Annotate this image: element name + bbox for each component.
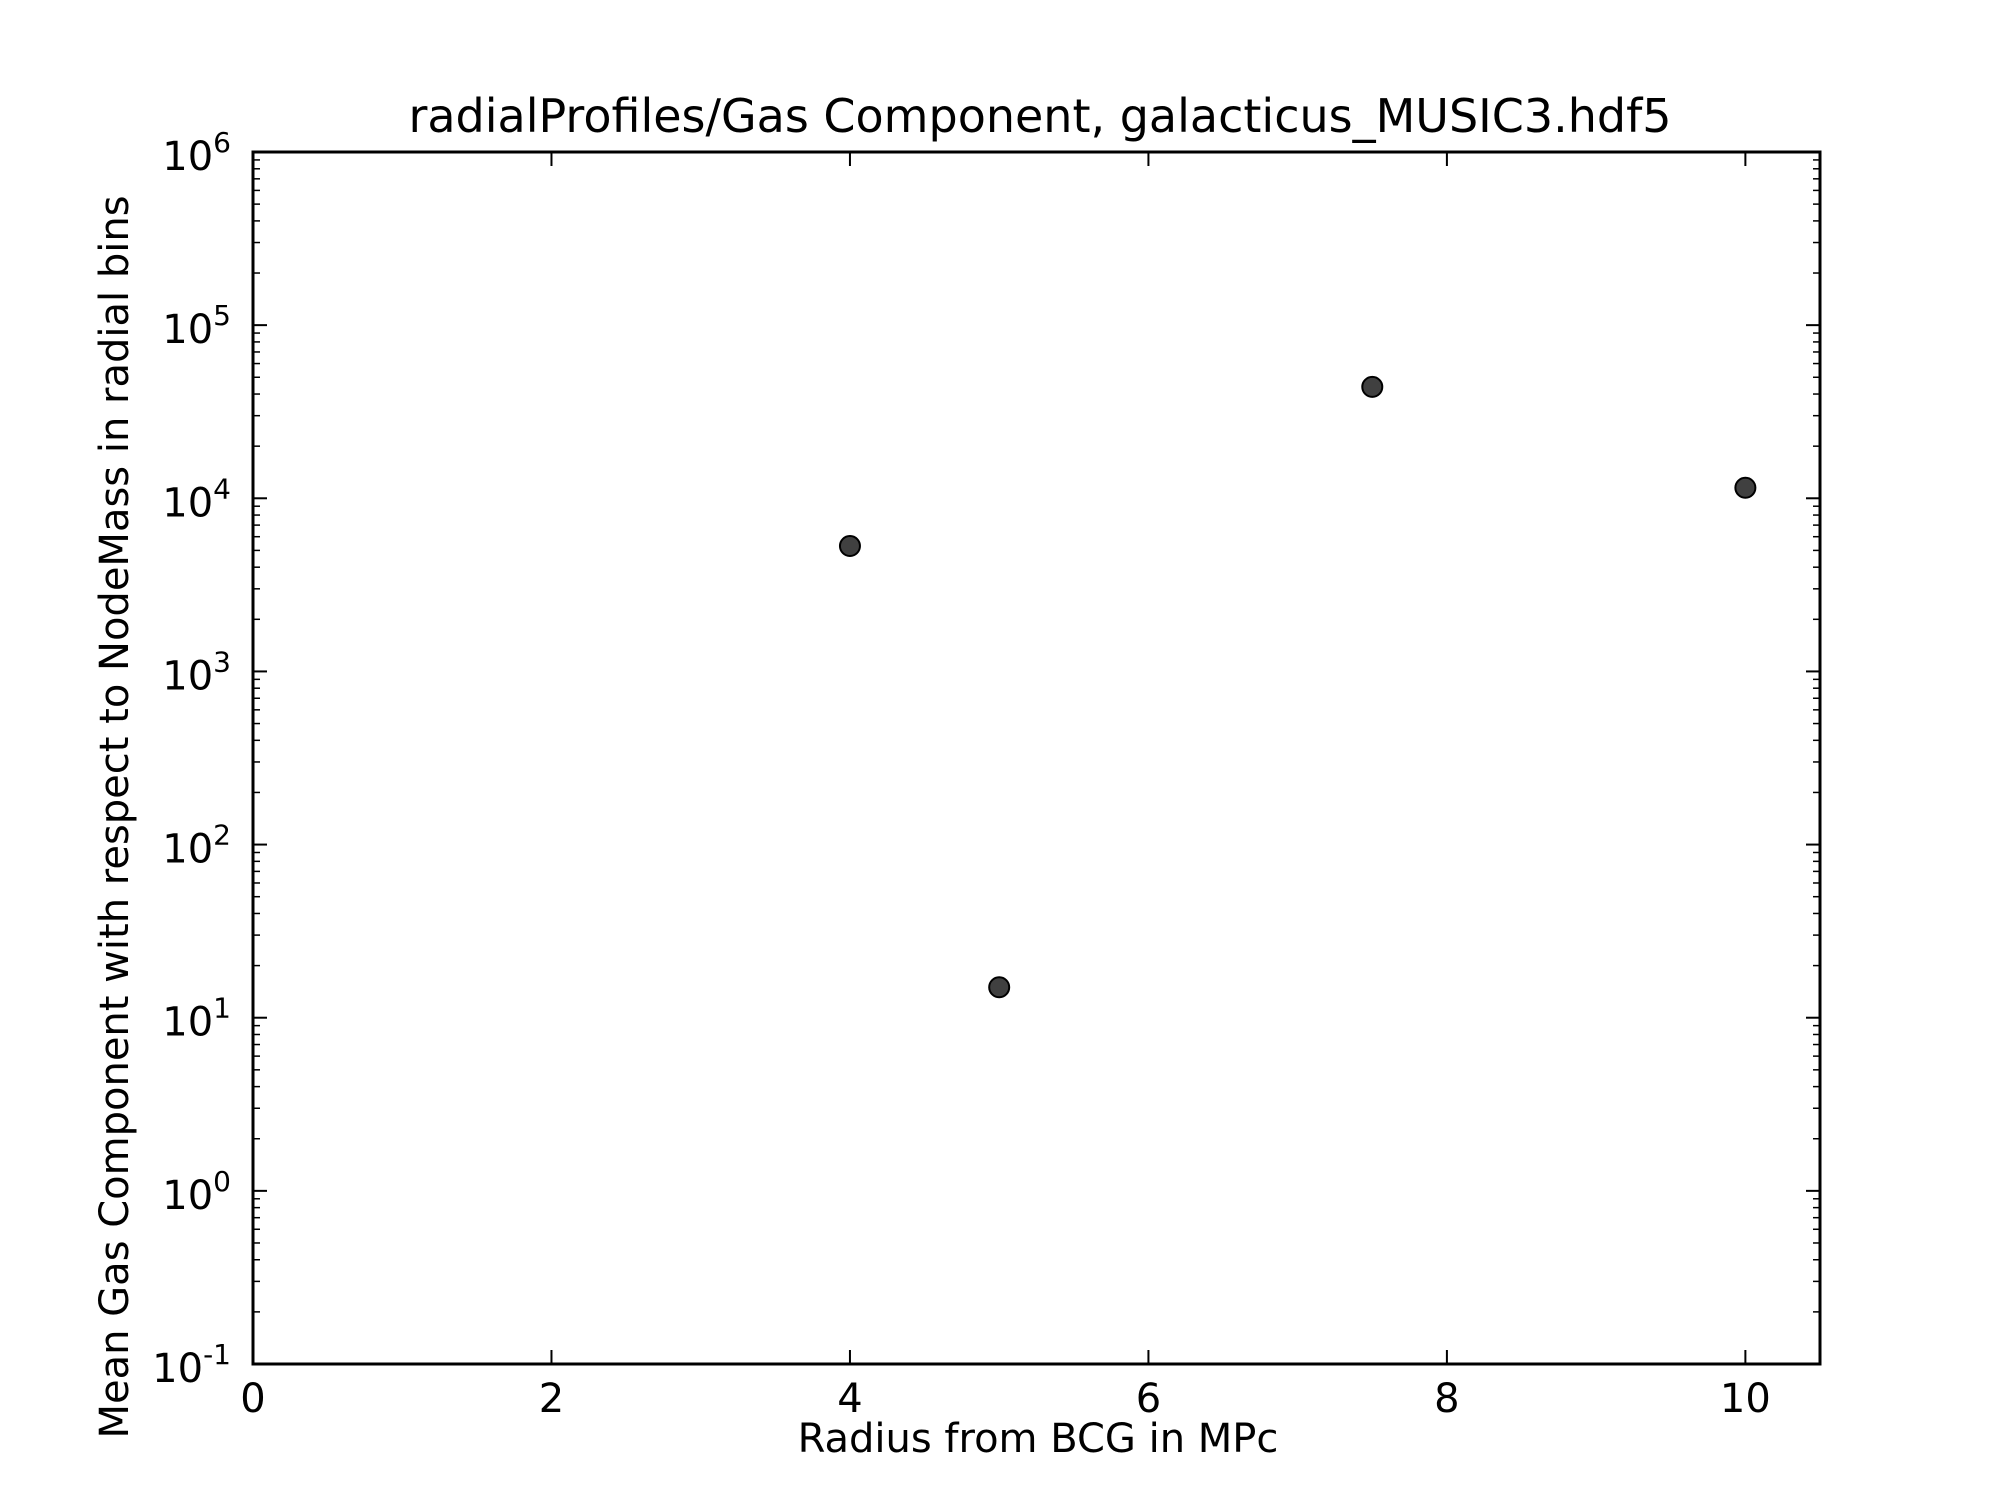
y-tick-label: 106 [162, 126, 231, 180]
x-tick-label: 6 [1136, 1376, 1161, 1422]
y-tick-label: 103 [162, 645, 231, 699]
data-point [838, 535, 861, 558]
y-tick-label: 105 [162, 299, 231, 353]
plot-area-frame [251, 150, 1822, 1366]
y-tick-label: 101 [162, 992, 231, 1046]
y-tick-label: 102 [162, 819, 231, 873]
data-point [988, 976, 1011, 999]
axis-tick-labels: 0 2 4 6 8 10 10-1 100 101 102 103 104 105 106 [152, 126, 1771, 1422]
y-tick-label: 10-1 [152, 1338, 231, 1392]
axis-ticks [252, 151, 1820, 1365]
x-axis-label: Radius from BCG in MPc [798, 1416, 1279, 1462]
x-tick-label: 10 [1720, 1376, 1771, 1422]
chart-title: radialProfiles/Gas Component, galacticus… [408, 89, 1671, 143]
x-tick-label: 2 [539, 1376, 564, 1422]
data-points [838, 375, 1757, 999]
data-point [1361, 375, 1384, 398]
data-point [1734, 476, 1757, 499]
x-tick-label: 8 [1434, 1376, 1459, 1422]
y-tick-label: 104 [162, 472, 231, 526]
x-tick-label: 0 [240, 1376, 265, 1422]
x-tick-label: 4 [837, 1376, 862, 1422]
y-tick-label: 100 [162, 1165, 231, 1219]
y-axis-label: Mean Gas Component with respect to NodeM… [92, 195, 138, 1438]
